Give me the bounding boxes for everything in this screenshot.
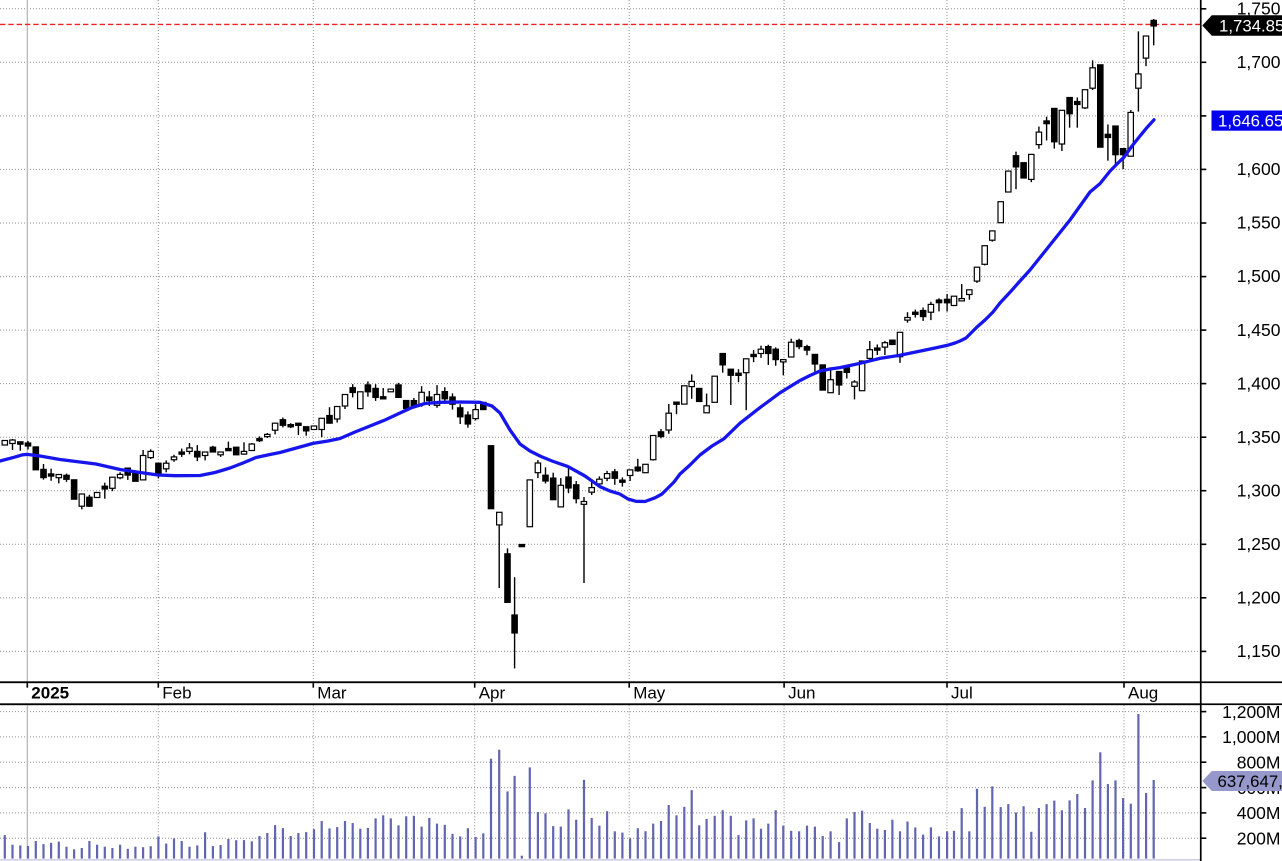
svg-text:1,450: 1,450 xyxy=(1237,320,1281,340)
svg-text:2025: 2025 xyxy=(31,684,69,703)
svg-text:Apr: Apr xyxy=(479,684,506,703)
svg-text:1,500: 1,500 xyxy=(1237,266,1281,286)
svg-text:200M: 200M xyxy=(1237,828,1281,848)
svg-text:400M: 400M xyxy=(1237,803,1281,823)
svg-text:1,400: 1,400 xyxy=(1237,373,1281,393)
svg-text:637,647,3: 637,647,3 xyxy=(1218,772,1282,791)
svg-text:1,646.65: 1,646.65 xyxy=(1218,112,1282,131)
svg-text:1,200: 1,200 xyxy=(1237,588,1281,608)
svg-text:Jun: Jun xyxy=(788,684,815,703)
svg-text:1,200M: 1,200M xyxy=(1222,702,1280,722)
svg-text:1,600: 1,600 xyxy=(1237,159,1281,179)
svg-text:1,750: 1,750 xyxy=(1237,0,1281,19)
svg-text:Aug: Aug xyxy=(1128,684,1158,703)
svg-text:May: May xyxy=(633,684,666,703)
svg-text:1,700: 1,700 xyxy=(1237,52,1281,72)
svg-text:Mar: Mar xyxy=(317,684,347,703)
svg-text:1,550: 1,550 xyxy=(1237,213,1281,233)
svg-text:1,734.85: 1,734.85 xyxy=(1219,16,1282,35)
svg-text:Jul: Jul xyxy=(951,684,973,703)
svg-text:1,000M: 1,000M xyxy=(1222,727,1280,747)
svg-text:800M: 800M xyxy=(1237,752,1281,772)
svg-text:1,250: 1,250 xyxy=(1237,534,1281,554)
svg-text:Feb: Feb xyxy=(162,684,191,703)
svg-text:1,300: 1,300 xyxy=(1237,480,1281,500)
svg-text:1,150: 1,150 xyxy=(1237,641,1281,661)
svg-text:1,350: 1,350 xyxy=(1237,427,1281,447)
